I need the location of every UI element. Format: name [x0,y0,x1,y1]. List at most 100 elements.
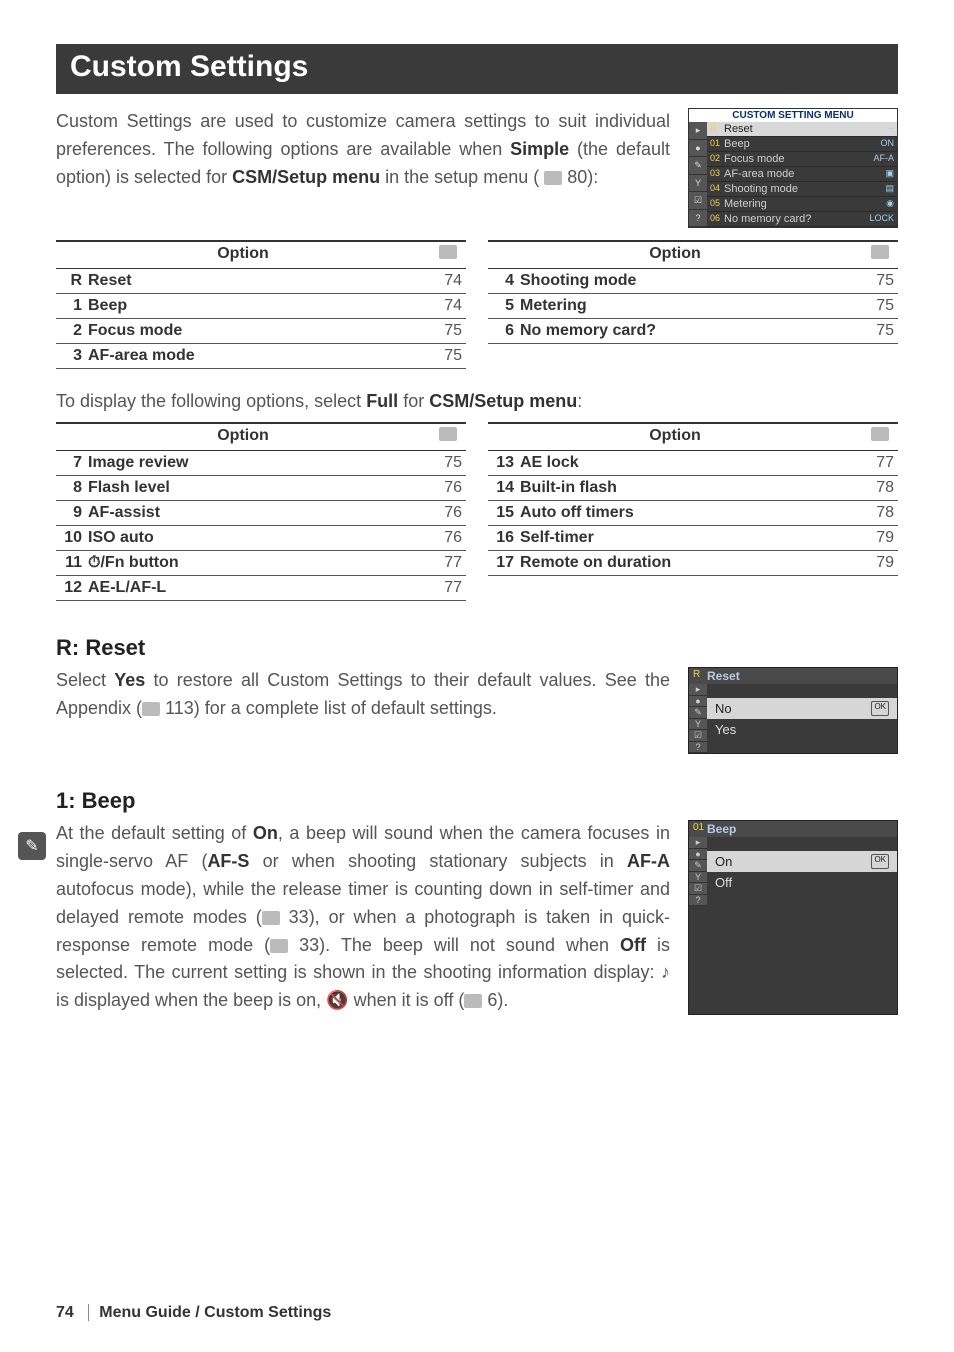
row-num: 17 [494,554,514,572]
table-row: 9AF-assist76 [56,501,466,526]
row-page: 76 [430,504,466,522]
reset-dialog: RReset ▸ ● ✎ Y ☑ ? NoOK Yes [688,667,898,754]
dialog-title: 01Beep [689,821,897,837]
camera-menu-row: 01BeepON [707,137,897,152]
row-num: 9 [62,504,82,522]
row-label: ⏱/Fn button [88,554,179,571]
dlg-side-icon: Y [689,872,707,883]
dlg-side-icon: ● [689,696,707,707]
pencil-margin-icon: ✎ [18,832,46,860]
table-row: 15Auto off timers78 [488,501,898,526]
row-label: Image review [88,454,189,471]
camera-menu-row: 06No memory card?LOCK [707,212,897,227]
row-page: 74 [430,297,466,315]
simple-tables: Option RReset74 1Beep74 2Focus mode75 3A… [56,240,898,369]
row-page: 77 [862,454,898,472]
row-num: 16 [494,529,514,547]
reset-d: ) for a complete list of default setting… [194,698,497,718]
mid-text: To display the following options, select… [56,391,898,412]
row-page: 76 [430,529,466,547]
row-num: 2 [62,322,82,340]
table-header: Option [488,240,898,269]
full-table-left: Option 7Image review75 8Flash level76 9A… [56,422,466,601]
beep-heading: 1: Beep [56,788,898,814]
beep-d: AF-S [207,851,249,871]
dlg-opt-label: On [715,854,732,869]
cm-val: ◉ [886,198,894,210]
camera-menu-list: RReset-- 01BeepON 02Focus modeAF-A 03AF-… [707,122,897,227]
dlg-side-icon: ? [689,895,707,906]
row-label: ISO auto [88,529,154,546]
row-num: 12 [62,579,82,597]
cm-label: No memory card? [724,213,869,225]
cm-val: LOCK [869,213,894,225]
cm-label: Focus mode [724,153,873,165]
cam-side-icon: ☑ [689,192,707,210]
page-icon [871,427,889,441]
dlg-label: Beep [707,822,736,836]
intro-p1c: in the setup menu ( [385,167,539,187]
table-row: 6No memory card?75 [488,319,898,344]
row-num: 1 [62,297,82,315]
beep-f: AF-A [627,851,670,871]
dlg-opt-label: No [715,701,732,716]
hdr-option: Option [488,245,862,264]
dialog-side: ▸ ● ✎ Y ☑ ? [689,837,707,906]
cm-label: Reset [724,123,888,135]
table-header: Option [56,422,466,451]
row-label: Remote on duration [520,554,671,571]
cm-num: 05 [710,198,724,210]
cm-val: AF-A [873,153,894,165]
table-row: 2Focus mode75 [56,319,466,344]
dlg-num: 01 [693,822,707,836]
dialog-option: NoOK [707,698,897,719]
cm-num: 04 [710,183,724,195]
row-num: 13 [494,454,514,472]
reset-ref: 113 [165,698,194,718]
table-row: 4Shooting mode75 [488,269,898,294]
dlg-side-icon: ▸ [689,684,707,696]
page-icon [439,245,457,259]
cm-num: R [710,123,724,135]
cam-side-icon: ? [689,210,707,228]
intro-text: Custom Settings are used to customize ca… [56,108,670,228]
camera-menu-row: 05Metering◉ [707,197,897,212]
beep-n: ). [497,990,508,1010]
row-label: Shooting mode [520,272,636,289]
dialog-side: ▸ ● ✎ Y ☑ ? [689,684,707,753]
row-label: Beep [88,297,127,314]
row-page: 77 [430,579,466,597]
table-row: 16Self-timer79 [488,526,898,551]
dlg-side-icon: ✎ [689,860,707,872]
row-page: 79 [862,554,898,572]
dialog-option: Yes [707,719,897,740]
ok-badge: OK [871,854,889,869]
dlg-num: R [693,669,707,683]
reset-text: Select Yes to restore all Custom Setting… [56,667,670,754]
table-header: Option [488,422,898,451]
page-ref-icon [262,911,280,925]
cm-num: 03 [710,168,724,180]
dialog-list: NoOK Yes [707,684,897,753]
beep-m: when it is off ( [349,990,465,1010]
dialog-option: On OK [707,851,897,872]
cm-label: Metering [724,198,886,210]
breadcrumb: Menu Guide / Custom Settings [88,1304,331,1321]
intro-page-ref: 80 [567,167,587,187]
cm-val: ▣ [885,168,894,180]
row-label: Auto off timers [520,504,634,521]
page-ref-icon [544,171,562,185]
simple-table-left: Option RReset74 1Beep74 2Focus mode75 3A… [56,240,466,369]
row-label: AE lock [520,454,579,471]
simple-table-right: Option 4Shooting mode75 5Metering75 6No … [488,240,898,369]
camera-menu-row: RReset-- [707,122,897,137]
dialog-title: RReset [689,668,897,684]
dialog-list: OnOK Off [707,837,897,906]
camera-menu-screenshot: CUSTOM SETTING MENU ▸ ● ✎ Y ☑ ? RReset--… [688,108,898,228]
dlg-side-icon: ✎ [689,707,707,719]
hdr-option: Option [488,427,862,446]
mid-d: CSM/Setup menu [429,391,577,411]
table-header: Option [56,240,466,269]
cm-label: AF-area mode [724,168,885,180]
table-row: 7Image review75 [56,451,466,476]
